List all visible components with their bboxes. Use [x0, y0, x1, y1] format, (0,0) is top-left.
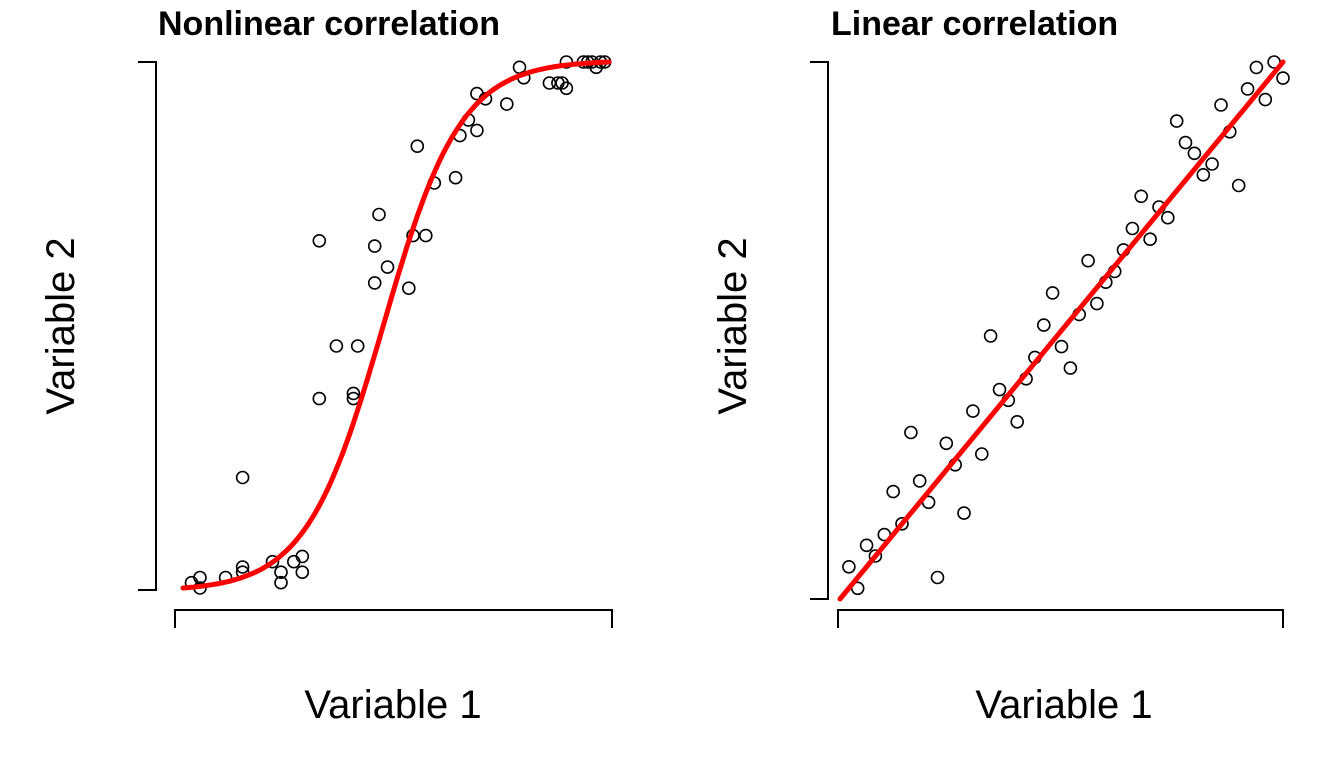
data-point [859, 538, 874, 553]
data-point [1214, 98, 1228, 112]
points-linear [842, 55, 1290, 596]
y-axis-label-linear: Variable 2 [711, 237, 755, 414]
data-point [265, 554, 280, 569]
data-point [1240, 82, 1255, 96]
data-point [1258, 92, 1273, 107]
x-axis-nonlinear [174, 609, 613, 628]
data-point [235, 470, 250, 485]
data-point [329, 339, 344, 353]
data-point [1054, 339, 1069, 354]
data-point [274, 575, 288, 590]
data-point [1205, 157, 1219, 171]
data-point [1037, 318, 1051, 332]
data-point [448, 170, 463, 185]
data-point [1010, 414, 1025, 429]
data-point [957, 506, 971, 520]
data-point [410, 139, 425, 153]
data-point [1125, 221, 1140, 236]
chart-title-nonlinear: Nonlinear correlation [158, 5, 500, 43]
data-point [992, 382, 1007, 397]
y-axis-nonlinear [138, 61, 157, 591]
data-point [1090, 296, 1104, 311]
data-point [1178, 135, 1193, 150]
fit-curve-nonlinear [180, 59, 612, 591]
data-point [372, 207, 386, 222]
data-point [295, 549, 310, 564]
panel-nonlinear: Nonlinear correlation Variable 1 Variabl… [39, 5, 613, 727]
data-point [1063, 361, 1078, 375]
data-point [312, 391, 327, 406]
data-point [350, 339, 365, 353]
points-nonlinear [184, 55, 612, 595]
data-point [1276, 71, 1290, 85]
data-point [1187, 146, 1202, 161]
data-point [286, 554, 301, 569]
data-point [367, 239, 382, 253]
x-axis-label-linear: Variable 1 [975, 683, 1152, 727]
data-point [842, 559, 856, 574]
data-point [904, 425, 918, 440]
data-point [295, 565, 310, 580]
data-point [380, 260, 395, 274]
data-point [1169, 114, 1184, 128]
data-point [274, 565, 288, 580]
data-point [499, 97, 514, 111]
data-point [418, 228, 433, 243]
data-point [193, 570, 207, 585]
data-point [930, 570, 945, 585]
data-point [1231, 178, 1246, 193]
fit-line-linear [837, 59, 1286, 602]
x-axis-label-nonlinear: Variable 1 [304, 683, 481, 727]
data-point [895, 516, 909, 531]
data-point [912, 474, 927, 488]
data-point [235, 560, 250, 574]
data-point [886, 484, 901, 499]
data-point [470, 123, 484, 138]
data-point [1134, 189, 1148, 204]
data-point [868, 549, 883, 563]
data-point [346, 386, 361, 401]
data-point [312, 234, 327, 248]
data-point [367, 276, 382, 290]
x-axis-linear [837, 609, 1284, 628]
data-point [983, 329, 998, 343]
data-point [1161, 210, 1175, 225]
data-point [401, 281, 416, 296]
data-point [966, 404, 980, 418]
panel-linear: Linear correlation Variable 1 Variable 2 [711, 5, 1290, 727]
y-axis-linear [810, 61, 829, 600]
data-point [559, 81, 574, 96]
data-point [1081, 253, 1095, 268]
data-point [1143, 232, 1157, 246]
data-point [1249, 60, 1264, 75]
data-point [1196, 168, 1211, 182]
data-point [974, 447, 989, 461]
data-point [1045, 286, 1060, 300]
data-point [939, 436, 954, 451]
chart-title-linear: Linear correlation [831, 5, 1118, 43]
y-axis-label-nonlinear: Variable 2 [39, 237, 83, 414]
